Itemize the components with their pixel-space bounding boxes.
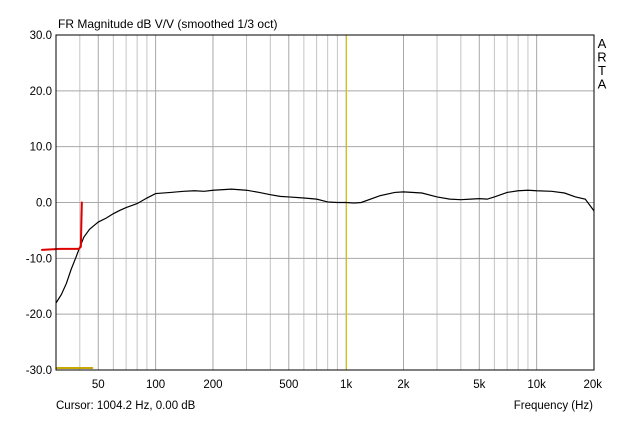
plot-frame bbox=[55, 34, 595, 371]
arta-letter: T bbox=[598, 63, 606, 78]
x-tick-label: 10k bbox=[527, 379, 546, 391]
chart-title: FR Magnitude dB V/V (smoothed 1/3 oct) bbox=[58, 17, 277, 31]
arta-letter: R bbox=[597, 50, 606, 65]
arta-letter: A bbox=[598, 36, 607, 51]
series-line bbox=[55, 188, 595, 304]
y-tick-label: -30.0 bbox=[26, 365, 52, 377]
x-axis-ticks: 50 100 200 500 1k 2k 5k 10k 20k bbox=[92, 379, 602, 391]
y-tick-label: 30.0 bbox=[30, 30, 52, 42]
y-tick-label: 20.0 bbox=[30, 86, 52, 98]
x-tick-label: 500 bbox=[279, 379, 298, 391]
x-tick-label: 200 bbox=[203, 379, 222, 391]
y-tick-label: -20.0 bbox=[26, 309, 52, 321]
red-annotation-mark bbox=[41, 201, 83, 251]
y-axis-ticks: 30.0 20.0 10.0 0.0 -10.0 -20.0 -30.0 bbox=[26, 30, 52, 377]
x-tick-label: 20k bbox=[583, 379, 602, 391]
x-tick-label: 50 bbox=[92, 379, 105, 391]
cursor-readout: Cursor: 1004.2 Hz, 0.00 dB bbox=[56, 400, 196, 412]
x-tick-label: 100 bbox=[146, 379, 165, 391]
x-tick-label: 1k bbox=[340, 379, 352, 391]
y-tick-label: 0.0 bbox=[36, 198, 52, 210]
x-tick-label: 2k bbox=[397, 379, 409, 391]
y-tick-label: 10.0 bbox=[30, 142, 52, 154]
arta-letter: A bbox=[598, 77, 607, 92]
x-axis-label: Frequency (Hz) bbox=[514, 400, 593, 412]
major-grid bbox=[56, 35, 594, 370]
y-tick-label: -10.0 bbox=[26, 253, 52, 265]
x-tick-label: 5k bbox=[473, 379, 485, 391]
